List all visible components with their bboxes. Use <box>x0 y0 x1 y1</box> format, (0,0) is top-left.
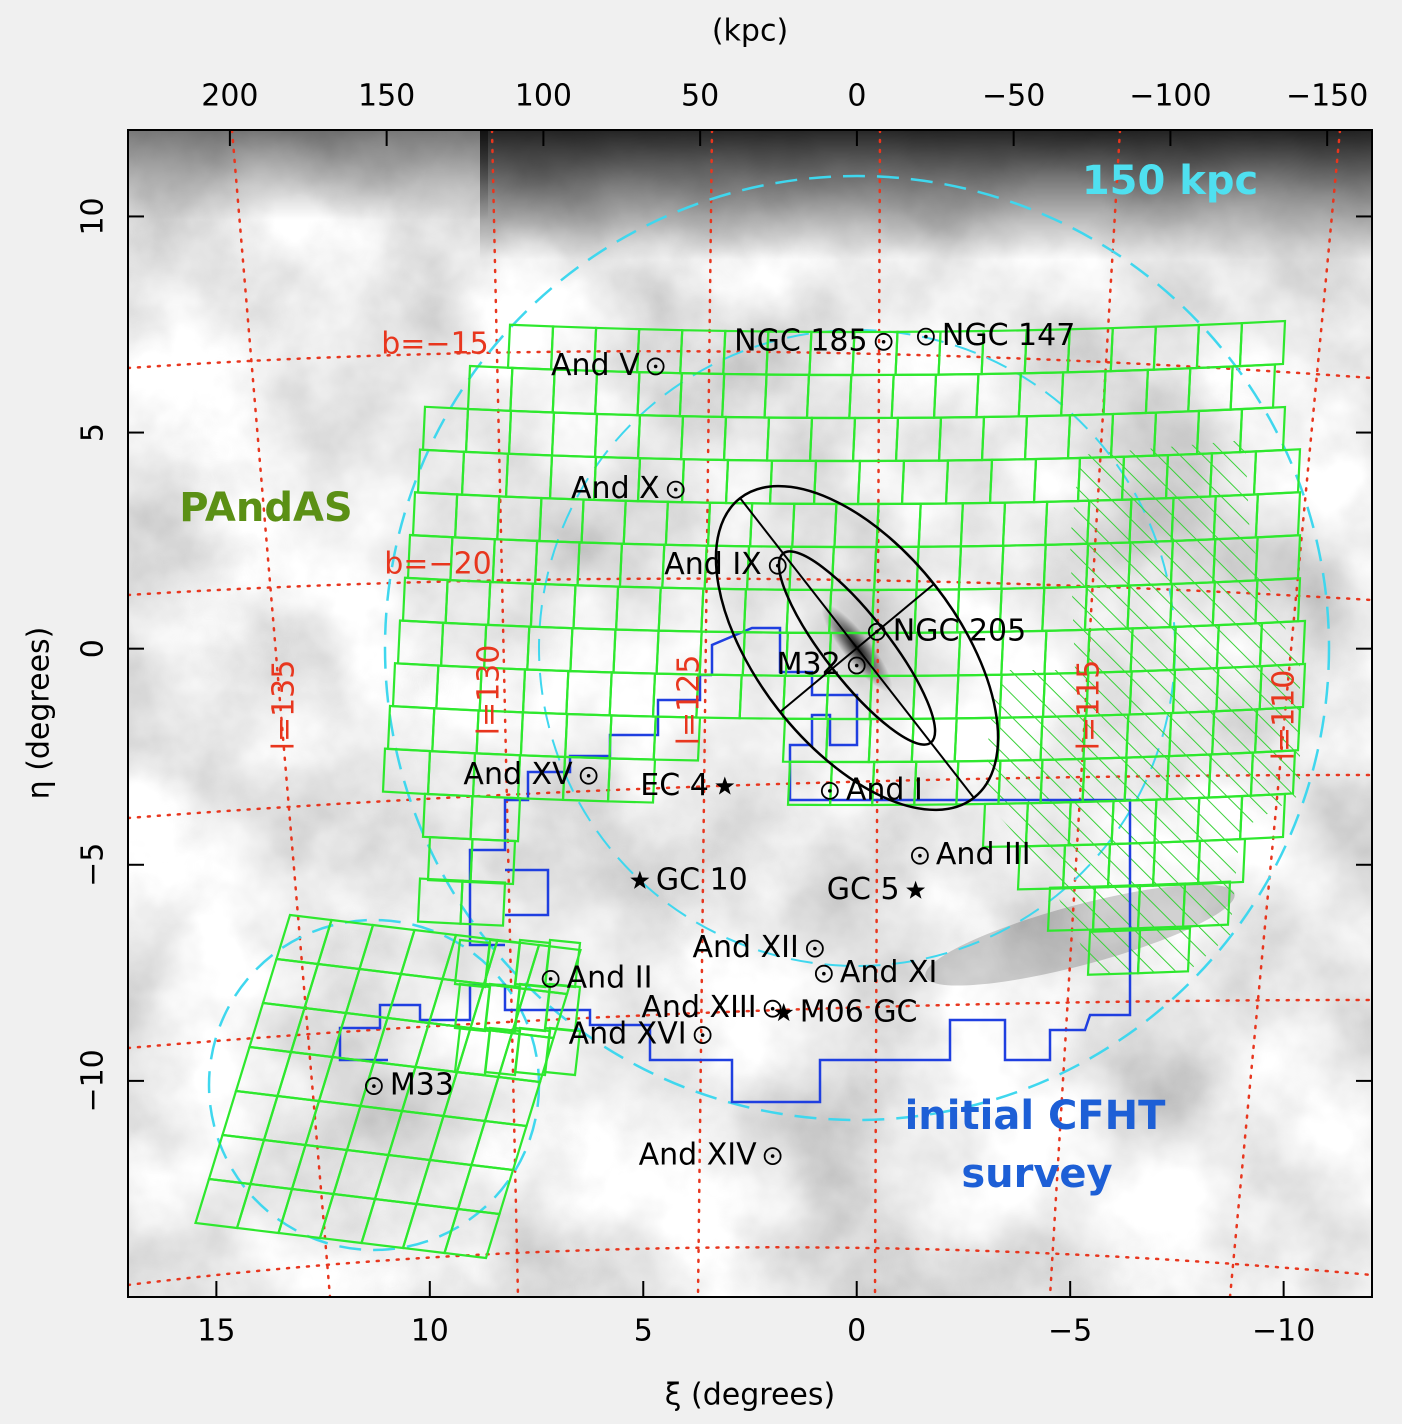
point-label: GC 5 <box>827 872 900 907</box>
annotation: PAndAS <box>179 485 352 531</box>
y-axis-title: η (degrees) <box>22 627 57 800</box>
point-label: And II <box>567 960 653 995</box>
x-tick-label: −10 <box>1252 1314 1315 1349</box>
point-label: And XII <box>693 930 799 965</box>
point-label: EC 4 <box>640 768 709 803</box>
x2-tick-label: 50 <box>681 79 719 114</box>
x-tick-label: 5 <box>634 1314 653 1349</box>
x-axis-title: ξ (degrees) <box>665 1378 835 1413</box>
galaxy-marker-dot <box>875 630 879 634</box>
galaxy-marker-dot <box>372 1084 376 1088</box>
sky-dark-band <box>128 130 488 220</box>
point-label: And XI <box>840 955 938 990</box>
galaxy-marker-dot <box>855 664 859 668</box>
x2-tick-label: −50 <box>982 79 1045 114</box>
x-tick-label: 15 <box>197 1314 235 1349</box>
galaxy-marker-dot <box>674 488 678 492</box>
point-label: And XIV <box>639 1138 758 1173</box>
galaxy-marker-dot <box>701 1033 705 1037</box>
point-label: NGC 147 <box>942 318 1075 353</box>
point-label: And IX <box>664 547 762 582</box>
point-label: M32 <box>777 647 841 682</box>
point-label: And V <box>551 348 640 383</box>
point-label: M06 GC <box>800 995 918 1030</box>
galaxy-marker-dot <box>549 977 553 981</box>
galaxy-marker-dot <box>924 335 928 339</box>
galaxy-marker-dot <box>918 854 922 858</box>
point-label: NGC 205 <box>893 613 1026 648</box>
x2-tick-label: 0 <box>847 79 866 114</box>
point-label: And XVI <box>569 1017 687 1052</box>
point-label: And X <box>571 471 660 506</box>
coordinate-label: l=125 <box>672 655 707 746</box>
x2-tick-label: −150 <box>1286 79 1368 114</box>
point-label: GC 10 <box>656 862 748 897</box>
y-tick-label: 5 <box>76 423 111 442</box>
galaxy-marker-dot <box>813 947 817 951</box>
chart: (kpc) ξ (degrees) η (degrees) 151050−5−1… <box>0 0 1402 1424</box>
coordinate-label: l=110 <box>1267 670 1302 761</box>
coordinate-label: l=130 <box>472 645 507 736</box>
x2-axis-title: (kpc) <box>712 14 788 49</box>
x-tick-label: −5 <box>1048 1314 1092 1349</box>
x2-tick-label: 100 <box>515 79 572 114</box>
annotation: survey <box>961 1151 1112 1197</box>
galaxy-marker-dot <box>587 774 591 778</box>
y-tick-label: 10 <box>76 197 111 235</box>
point-label: M33 <box>390 1068 454 1103</box>
coordinate-label: l=135 <box>267 660 302 751</box>
point-label: And XV <box>463 757 573 792</box>
coordinate-label: b=−20 <box>384 547 492 582</box>
x-tick-label: 0 <box>847 1314 866 1349</box>
annotation: 150 kpc <box>1082 158 1258 204</box>
point-label: And I <box>846 772 923 807</box>
galaxy-marker-dot <box>771 1007 775 1011</box>
coordinate-label: l=115 <box>1072 660 1107 751</box>
x2-tick-label: 150 <box>358 79 415 114</box>
y-tick-label: 0 <box>76 639 111 658</box>
galaxy-marker-dot <box>828 789 832 793</box>
point-label: NGC 185 <box>734 323 867 358</box>
galaxy-marker-dot <box>882 340 886 344</box>
galaxy-marker-dot <box>776 564 780 568</box>
x-tick-label: 10 <box>411 1314 449 1349</box>
galaxy-marker-dot <box>654 365 658 369</box>
galaxy-marker-dot <box>822 972 826 976</box>
y-tick-label: −10 <box>76 1049 111 1112</box>
annotation: initial CFHT <box>905 1093 1167 1139</box>
y-tick-label: −5 <box>76 843 111 887</box>
x2-tick-label: 200 <box>201 79 258 114</box>
x2-tick-label: −100 <box>1129 79 1211 114</box>
galaxy-marker-dot <box>771 1154 775 1158</box>
point-label: And III <box>936 837 1031 872</box>
coordinate-label: b=−15 <box>381 327 489 362</box>
